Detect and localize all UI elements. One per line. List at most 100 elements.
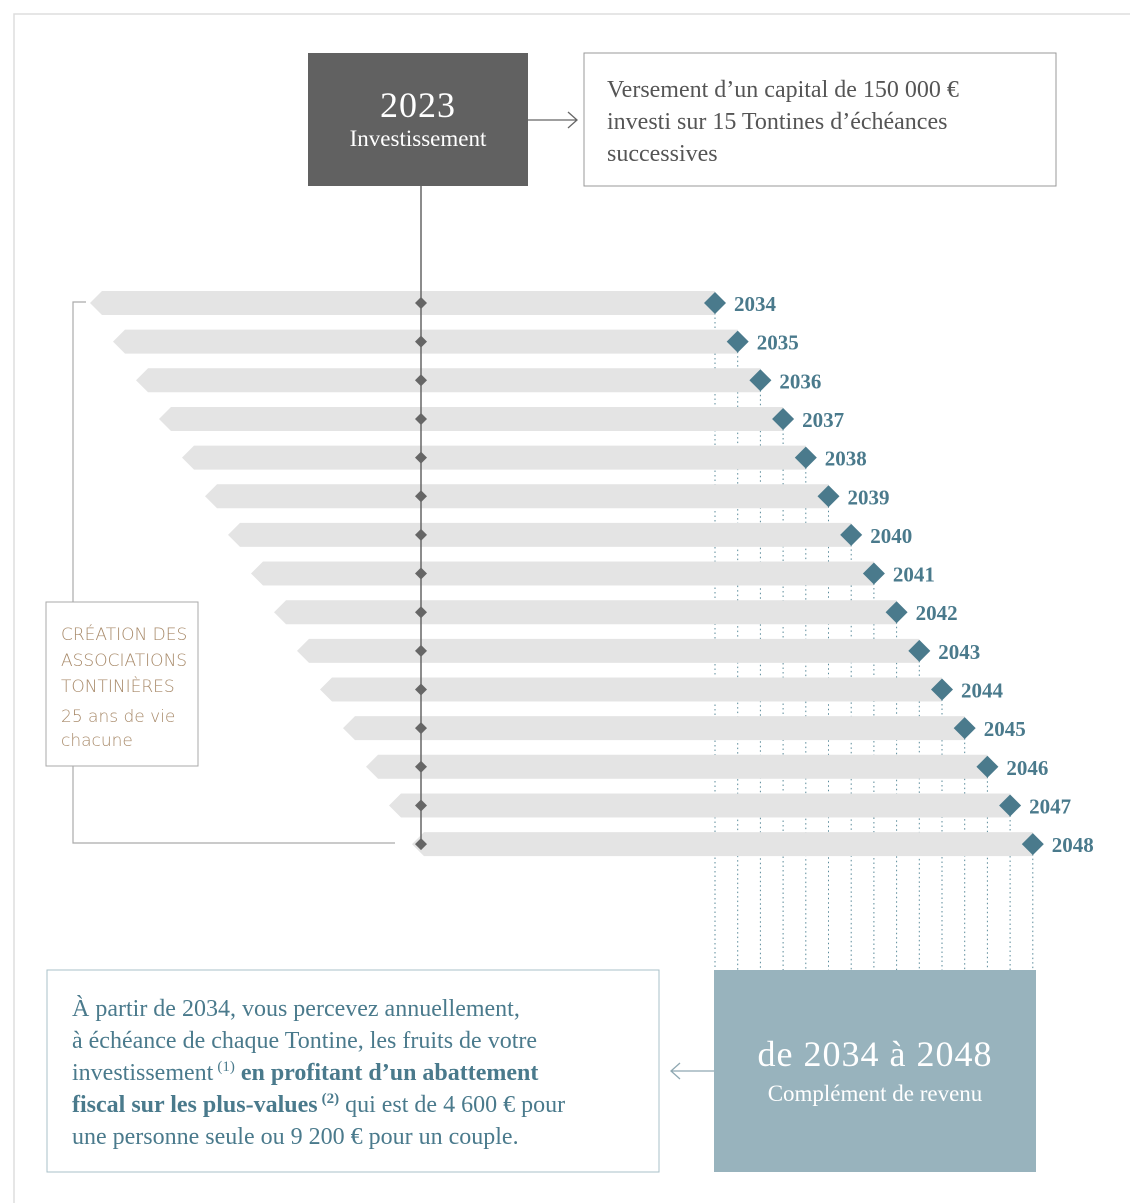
maturity-diamond <box>976 755 999 778</box>
footnote-ref: (2) <box>322 1091 340 1107</box>
start-box <box>308 53 528 186</box>
tontine-bar <box>274 600 897 625</box>
maturity-year: 2048 <box>1052 833 1094 857</box>
text: À partir de 2034, vous percevez annuelle… <box>72 996 520 1022</box>
tontine-bar <box>343 716 965 741</box>
result-label: Complément de revenu <box>768 1081 983 1106</box>
result-period: de 2034 à 2048 <box>758 1034 993 1074</box>
tontine-bar <box>389 793 1011 818</box>
description: Versement d’un capital de 150 000 € inves… <box>607 77 959 167</box>
axis-dot <box>415 606 427 619</box>
result-box <box>714 970 1036 1172</box>
axis-dots <box>415 297 427 851</box>
axis-dot <box>415 760 427 773</box>
tontine-bar <box>136 368 761 393</box>
text: qui est de 4 600 € pour <box>345 1092 565 1118</box>
bold-text: fiscal sur les plus-values <box>72 1092 318 1118</box>
maturity-diamond <box>862 562 885 585</box>
text: investissement <box>72 1060 214 1086</box>
maturity-year: 2034 <box>734 292 777 316</box>
maturity-year: 2045 <box>984 717 1026 741</box>
maturity-diamond <box>772 407 795 430</box>
paragraph-box <box>46 969 660 1173</box>
tontine-bar <box>205 484 829 509</box>
tontine-rows: 2034 2035 2036 2037 2038 2039 2040 2041 2042 2043… <box>90 291 1094 970</box>
maturity-diamond <box>908 639 931 662</box>
maturity-diamond <box>840 523 863 546</box>
paragraph-line: à échéance de chaque Tontine, les fruits… <box>72 1028 537 1054</box>
maturity-diamond <box>704 292 726 314</box>
tontine-bar <box>251 561 874 586</box>
side-box <box>45 601 199 767</box>
tontine-bar <box>412 832 1033 857</box>
maturity-diamond <box>885 601 908 624</box>
axis-dot <box>415 297 427 309</box>
axis-dot <box>415 683 427 696</box>
maturity-diamond <box>749 369 772 392</box>
text: à échéance de chaque Tontine, les fruits… <box>72 1028 537 1054</box>
axis-dot <box>415 644 427 657</box>
description-box <box>583 52 1057 187</box>
axis-dot <box>415 374 427 387</box>
maturity-year: 2035 <box>757 331 799 355</box>
maturity-year: 2039 <box>848 485 890 509</box>
axis-dot <box>415 412 427 425</box>
description-line: Versement d’un capital de 150 000 € <box>607 77 959 103</box>
arrow <box>670 1062 714 1080</box>
maturity-diamond <box>999 794 1022 817</box>
tontine-bar <box>159 406 784 431</box>
maturity-diamond <box>953 717 976 740</box>
maturity-year: 2044 <box>961 679 1004 703</box>
start-label: Investissement <box>350 126 487 151</box>
description-line: investi sur 15 Tontines d’échéances <box>607 109 947 135</box>
maturity-diamond <box>726 330 749 353</box>
maturity-year: 2040 <box>870 524 912 548</box>
maturity-year: 2046 <box>1006 756 1048 780</box>
description-line: successives <box>607 141 718 167</box>
maturity-diamond <box>1021 833 1044 856</box>
paragraph-line: fiscal sur les plus-values (2) qui est de … <box>72 1091 565 1118</box>
tontine-bar <box>320 677 942 702</box>
maturity-year: 2037 <box>802 408 844 432</box>
paragraph-line: À partir de 2034, vous percevez annuelle… <box>72 996 520 1022</box>
maturity-diamond <box>794 446 817 469</box>
frame <box>13 13 1130 1203</box>
axis-dot <box>415 335 427 348</box>
start-year: 2023 <box>380 85 456 125</box>
side-title: ASSOCIATIONS <box>61 651 187 671</box>
paragraph: À partir de 2034, vous percevez annuelle… <box>72 996 565 1150</box>
axis-dot <box>415 528 427 541</box>
tontine-bar <box>182 445 806 470</box>
axis-dot <box>415 567 427 580</box>
axis-dot <box>415 722 427 735</box>
maturity-year: 2047 <box>1029 794 1071 818</box>
maturity-diamond <box>931 678 953 701</box>
maturity-year: 2041 <box>893 563 935 587</box>
footnote-ref: (1) <box>217 1059 235 1075</box>
side-text: CRÉATION DES ASSOCIATIONS TONTINIÈRES 25 an… <box>61 623 187 751</box>
tontine-bar <box>366 754 988 779</box>
side-subtitle: 25 ans de vie <box>61 707 175 727</box>
paragraph-line: investissement (1) en profitant d’un abatt… <box>72 1059 538 1086</box>
axis-dot <box>415 490 427 503</box>
tontine-bar <box>228 522 852 547</box>
paragraph-line: une personne seule ou 9 200 € pour un co… <box>72 1124 519 1150</box>
maturity-year: 2036 <box>779 369 821 393</box>
tontine-bar <box>297 638 920 663</box>
tontine-bar <box>90 291 715 315</box>
axis-dot <box>415 451 427 464</box>
side-title: TONTINIÈRES <box>61 675 175 697</box>
bracket <box>72 301 395 844</box>
side-subtitle: chacune <box>61 731 133 751</box>
maturity-year: 2043 <box>938 640 980 664</box>
side-title: CRÉATION DES <box>61 623 187 645</box>
bold-text: en profitant d’un abattement <box>241 1060 539 1086</box>
text: une personne seule ou 9 200 € pour un co… <box>72 1124 519 1150</box>
maturity-diamond <box>817 485 840 508</box>
axis-dot <box>415 799 427 812</box>
maturity-year: 2038 <box>825 447 867 471</box>
arrow <box>528 111 578 129</box>
maturity-year: 2042 <box>916 601 958 625</box>
axis-dot <box>415 838 427 851</box>
